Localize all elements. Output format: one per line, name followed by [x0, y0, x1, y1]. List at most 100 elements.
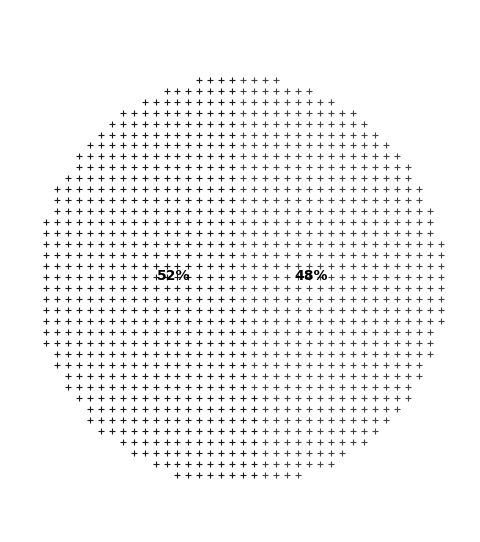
Point [163, 240, 170, 249]
Point [327, 416, 335, 424]
Point [228, 218, 236, 227]
Point [294, 339, 302, 347]
Point [251, 86, 258, 95]
Point [185, 437, 192, 446]
Point [415, 360, 423, 369]
Point [163, 404, 170, 413]
Point [338, 119, 346, 128]
Point [141, 306, 148, 314]
Point [349, 295, 357, 304]
Point [327, 240, 335, 249]
Point [185, 273, 192, 281]
Point [119, 174, 126, 183]
Point [393, 240, 401, 249]
Point [53, 284, 60, 293]
Point [240, 383, 247, 391]
Point [195, 97, 203, 106]
Point [338, 383, 346, 391]
Point [206, 141, 214, 150]
Point [251, 108, 258, 117]
Point [185, 262, 192, 270]
Point [360, 284, 368, 293]
Point [393, 196, 401, 205]
Point [97, 141, 105, 150]
Point [152, 196, 159, 205]
Point [185, 240, 192, 249]
Point [262, 207, 269, 216]
Point [327, 350, 335, 358]
Point [228, 273, 236, 281]
Point [316, 339, 324, 347]
Point [262, 404, 269, 413]
Point [130, 196, 137, 205]
Point [251, 251, 258, 260]
Point [262, 383, 269, 391]
Point [108, 152, 116, 161]
Point [141, 130, 148, 139]
Point [338, 339, 346, 347]
Point [108, 185, 116, 193]
Point [382, 262, 390, 270]
Point [195, 339, 203, 347]
Point [349, 437, 357, 446]
Point [42, 240, 49, 249]
Point [371, 185, 379, 193]
Point [185, 218, 192, 227]
Point [283, 306, 291, 314]
Point [195, 306, 203, 314]
Point [64, 317, 72, 325]
Point [305, 240, 313, 249]
Point [437, 273, 445, 281]
Point [206, 448, 214, 457]
Point [64, 262, 72, 270]
Point [217, 437, 225, 446]
Point [273, 393, 280, 402]
Point [404, 251, 412, 260]
Point [130, 251, 137, 260]
Point [393, 262, 401, 270]
Point [360, 174, 368, 183]
Point [108, 404, 116, 413]
Point [360, 350, 368, 358]
Point [206, 273, 214, 281]
Point [108, 328, 116, 337]
Point [251, 119, 258, 128]
Point [371, 262, 379, 270]
Point [75, 229, 83, 237]
Point [382, 218, 390, 227]
Point [305, 251, 313, 260]
Point [327, 427, 335, 435]
Point [217, 470, 225, 479]
Point [228, 284, 236, 293]
Point [327, 393, 335, 402]
Point [426, 317, 434, 325]
Point [251, 284, 258, 293]
Point [273, 372, 280, 380]
Point [75, 262, 83, 270]
Point [349, 328, 357, 337]
Point [251, 295, 258, 304]
Point [262, 295, 269, 304]
Point [108, 383, 116, 391]
Point [195, 328, 203, 337]
Point [360, 295, 368, 304]
Point [64, 185, 72, 193]
Point [53, 262, 60, 270]
Point [415, 207, 423, 216]
Point [415, 284, 423, 293]
Point [240, 317, 247, 325]
Point [119, 350, 126, 358]
Point [371, 163, 379, 172]
Point [305, 196, 313, 205]
Point [163, 152, 170, 161]
Point [273, 207, 280, 216]
Point [152, 119, 159, 128]
Point [152, 393, 159, 402]
Point [119, 119, 126, 128]
Point [240, 404, 247, 413]
Point [240, 75, 247, 84]
Point [240, 295, 247, 304]
Point [382, 372, 390, 380]
Point [174, 416, 181, 424]
Point [426, 251, 434, 260]
